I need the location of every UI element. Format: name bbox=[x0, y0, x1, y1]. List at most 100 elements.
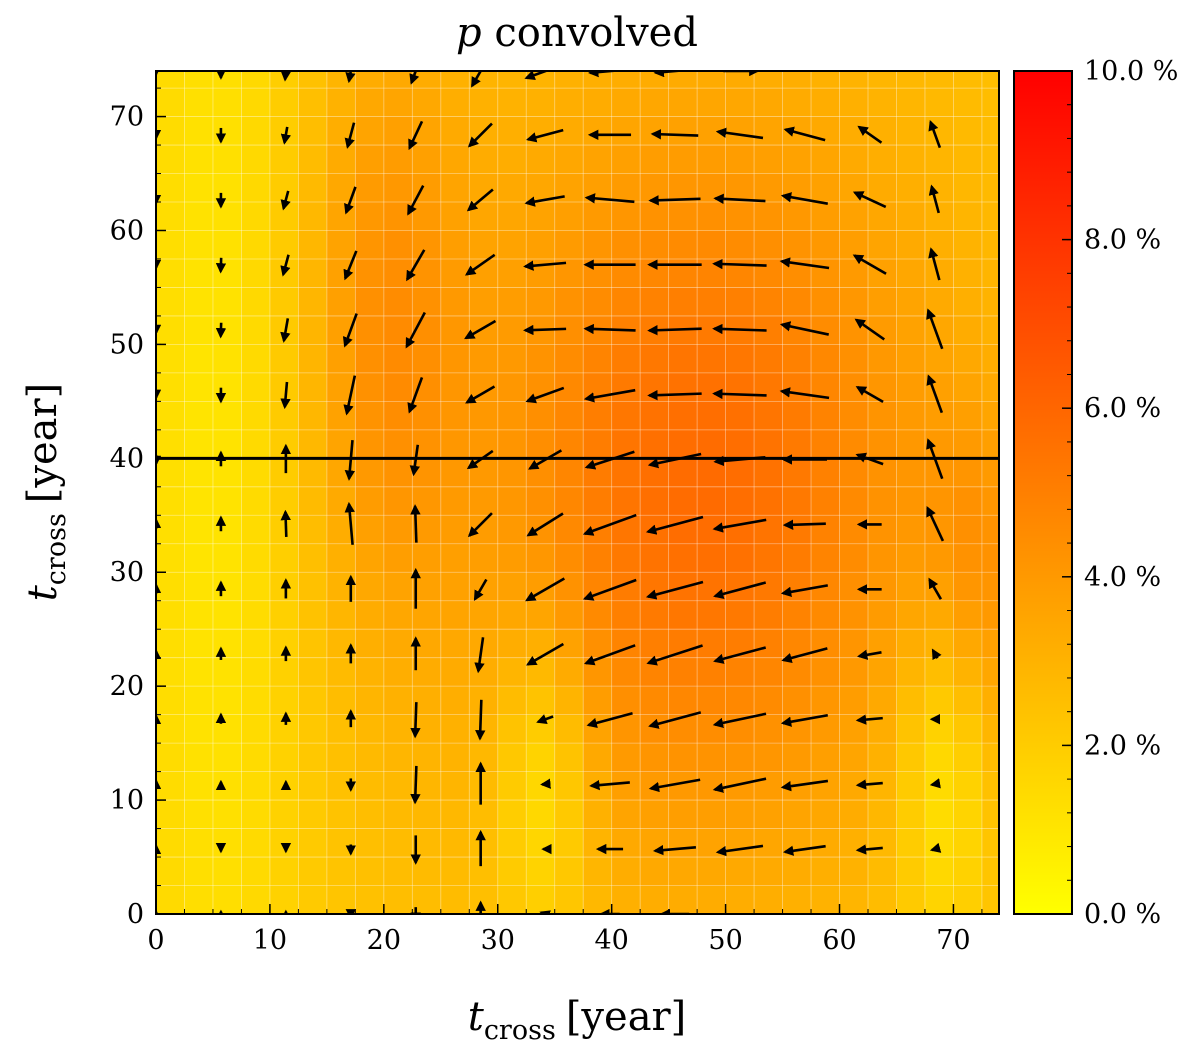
heatmap-cell bbox=[498, 629, 527, 658]
y-axis-label: tcross[year] bbox=[20, 383, 72, 602]
heatmap-cell bbox=[555, 601, 584, 630]
heatmap-cell bbox=[355, 800, 384, 829]
heatmap-cell bbox=[384, 544, 413, 573]
heatmap-cell bbox=[640, 686, 669, 715]
heatmap-cell bbox=[412, 544, 441, 573]
polarization-vector bbox=[649, 394, 701, 396]
heatmap-cell bbox=[555, 629, 584, 658]
heatmap-cell bbox=[640, 401, 669, 430]
y-tick-label: 40 bbox=[110, 443, 144, 474]
heatmap-cell bbox=[669, 857, 698, 886]
heatmap-cell bbox=[270, 487, 299, 516]
heatmap-cell bbox=[355, 401, 384, 430]
heatmap-cell bbox=[953, 544, 982, 573]
heatmap-cell bbox=[184, 145, 213, 174]
heatmap-cell bbox=[811, 60, 840, 89]
heatmap-cell bbox=[298, 430, 327, 459]
heatmap-cell bbox=[213, 772, 242, 801]
heatmap-cell bbox=[184, 629, 213, 658]
heatmap-cell bbox=[213, 174, 242, 203]
heatmap-cell bbox=[498, 658, 527, 687]
heatmap-cell bbox=[241, 544, 270, 573]
heatmap-cell bbox=[184, 658, 213, 687]
heatmap-cell bbox=[840, 629, 869, 658]
y-tick-label: 30 bbox=[110, 557, 144, 588]
heatmap-cell bbox=[241, 430, 270, 459]
heatmap-cell bbox=[953, 515, 982, 544]
heatmap-cell bbox=[896, 686, 925, 715]
polarization-vector bbox=[714, 394, 766, 396]
heatmap-cell bbox=[156, 515, 185, 544]
heatmap-cell bbox=[213, 829, 242, 858]
heatmap-cell bbox=[953, 174, 982, 203]
heatmap-cell bbox=[697, 401, 726, 430]
heatmap-cell bbox=[754, 772, 783, 801]
heatmap-cell bbox=[355, 117, 384, 146]
heatmap-cell bbox=[953, 117, 982, 146]
heatmap-cell bbox=[327, 287, 356, 316]
heatmap-cell bbox=[355, 715, 384, 744]
heatmap-cell bbox=[982, 772, 1011, 801]
heatmap-cell bbox=[868, 487, 897, 516]
heatmap-cell bbox=[156, 886, 185, 915]
heatmap-cell bbox=[241, 259, 270, 288]
heatmap-cell bbox=[156, 230, 185, 259]
heatmap-cell bbox=[783, 743, 812, 772]
heatmap-cell bbox=[754, 259, 783, 288]
polarization-vector bbox=[714, 264, 766, 266]
heatmap-cell bbox=[469, 743, 498, 772]
heatmap-cell bbox=[583, 800, 612, 829]
heatmap-cell bbox=[640, 60, 669, 89]
heatmap-cell bbox=[896, 316, 925, 345]
heatmap-cell bbox=[555, 430, 584, 459]
heatmap-cell bbox=[384, 487, 413, 516]
heatmap-cell bbox=[241, 230, 270, 259]
heatmap-cell bbox=[583, 344, 612, 373]
heatmap-cell bbox=[355, 287, 384, 316]
heatmap-cell bbox=[726, 800, 755, 829]
heatmap-cell bbox=[469, 287, 498, 316]
heatmap-cell bbox=[526, 401, 555, 430]
heatmap-cell bbox=[868, 886, 897, 915]
x-tick-label: 70 bbox=[936, 925, 970, 956]
heatmap-cell bbox=[498, 373, 527, 402]
heatmap-cell bbox=[213, 60, 242, 89]
heatmap-cell bbox=[982, 572, 1011, 601]
heatmap-cell bbox=[498, 857, 527, 886]
heatmap-cell bbox=[640, 857, 669, 886]
heatmap-cell bbox=[298, 458, 327, 487]
y-tick-label: 50 bbox=[110, 329, 144, 360]
heatmap-cell bbox=[384, 60, 413, 89]
heatmap-cell bbox=[384, 401, 413, 430]
heatmap-cell bbox=[384, 373, 413, 402]
heatmap-cell bbox=[868, 658, 897, 687]
heatmap-cell bbox=[469, 145, 498, 174]
heatmap-cell bbox=[555, 658, 584, 687]
heatmap-cell bbox=[896, 572, 925, 601]
heatmap-cell bbox=[270, 287, 299, 316]
heatmap-cell bbox=[184, 515, 213, 544]
heatmap-cell bbox=[669, 772, 698, 801]
heatmap-cell bbox=[811, 601, 840, 630]
heatmap-cell bbox=[384, 515, 413, 544]
heatmap-cell bbox=[982, 829, 1011, 858]
heatmap-cell bbox=[156, 316, 185, 345]
heatmap-cell bbox=[441, 373, 470, 402]
heatmap-cell bbox=[982, 686, 1011, 715]
heatmap-cell bbox=[441, 259, 470, 288]
heatmap-cell bbox=[896, 886, 925, 915]
heatmap-cell bbox=[298, 772, 327, 801]
heatmap-cell bbox=[184, 601, 213, 630]
heatmap-cell bbox=[953, 658, 982, 687]
heatmap-cell bbox=[811, 88, 840, 117]
heatmap-cell bbox=[184, 259, 213, 288]
heatmap-cell bbox=[726, 88, 755, 117]
heatmap-cell bbox=[783, 686, 812, 715]
heatmap-cell bbox=[213, 344, 242, 373]
heatmap-cell bbox=[669, 88, 698, 117]
heatmap-cell bbox=[270, 88, 299, 117]
heatmap-cell bbox=[811, 287, 840, 316]
heatmap-cell bbox=[868, 430, 897, 459]
heatmap-cell bbox=[526, 88, 555, 117]
heatmap-cell bbox=[754, 544, 783, 573]
